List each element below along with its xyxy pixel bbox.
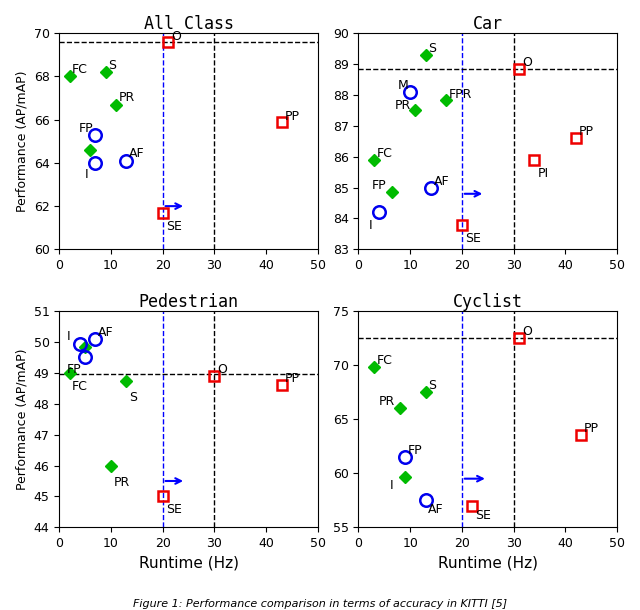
Text: FP: FP — [67, 363, 82, 376]
Text: I: I — [85, 168, 89, 181]
Y-axis label: Performance (AP/mAP): Performance (AP/mAP) — [15, 348, 28, 490]
Text: FP: FP — [371, 179, 386, 192]
Text: FPR: FPR — [449, 88, 472, 101]
Title: Cyclist: Cyclist — [452, 293, 523, 311]
Text: Figure 1: Performance comparison in terms of accuracy in KITTI [5]: Figure 1: Performance comparison in term… — [133, 599, 507, 609]
Text: PR: PR — [395, 99, 411, 112]
Text: FC: FC — [376, 354, 392, 367]
Text: O: O — [218, 363, 227, 376]
Text: O: O — [171, 30, 181, 43]
Y-axis label: Performance (AP/mAP): Performance (AP/mAP) — [15, 71, 28, 212]
Text: PP: PP — [285, 110, 300, 123]
Text: SE: SE — [465, 232, 481, 245]
Text: S: S — [129, 390, 137, 404]
Title: All Class: All Class — [143, 15, 234, 33]
Text: S: S — [428, 41, 436, 55]
Text: PP: PP — [285, 372, 300, 385]
X-axis label: Runtime (Hz): Runtime (Hz) — [438, 556, 538, 570]
Text: PR: PR — [114, 476, 131, 489]
Text: AF: AF — [428, 503, 444, 516]
Text: PR: PR — [379, 395, 396, 408]
Text: FC: FC — [72, 380, 88, 393]
Title: Car: Car — [473, 15, 503, 33]
Text: FP: FP — [408, 444, 422, 457]
Text: AF: AF — [98, 326, 114, 339]
Text: SE: SE — [166, 220, 182, 233]
Text: SE: SE — [166, 503, 182, 517]
Text: FP: FP — [79, 121, 93, 135]
Text: PR: PR — [119, 92, 135, 104]
Text: FC: FC — [72, 63, 88, 76]
Text: PP: PP — [579, 125, 594, 138]
Text: SE: SE — [476, 509, 492, 522]
Title: Pedestrian: Pedestrian — [138, 293, 239, 311]
Text: I: I — [369, 220, 372, 232]
Text: S: S — [108, 59, 116, 72]
Text: FC: FC — [377, 147, 393, 160]
Text: PI: PI — [538, 167, 548, 180]
Text: I: I — [390, 479, 393, 492]
Text: O: O — [522, 56, 532, 68]
Text: I: I — [67, 331, 70, 343]
Text: M: M — [397, 79, 408, 92]
X-axis label: Runtime (Hz): Runtime (Hz) — [138, 556, 239, 570]
Text: AF: AF — [129, 148, 145, 160]
Text: PP: PP — [584, 422, 599, 435]
Text: O: O — [522, 325, 532, 338]
Text: S: S — [428, 379, 436, 392]
Text: AF: AF — [433, 174, 449, 187]
